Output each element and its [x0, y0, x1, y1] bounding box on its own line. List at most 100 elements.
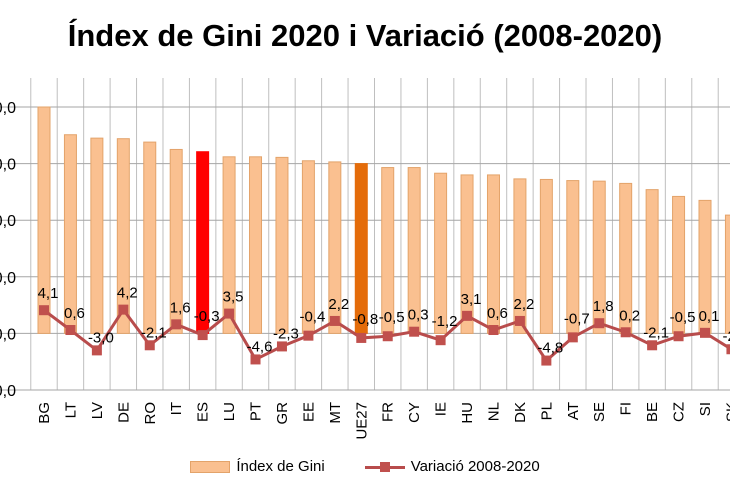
legend-swatch-bar — [190, 460, 231, 473]
marker-IT — [171, 319, 182, 330]
marker-MT — [329, 315, 340, 326]
data-label: 1,6 — [170, 299, 191, 316]
data-label: 0,2 — [619, 307, 640, 324]
marker-LT — [65, 325, 76, 336]
marker-BG — [39, 305, 49, 316]
x-tick-label: DE — [115, 402, 132, 423]
marker-CY — [409, 326, 420, 337]
bar-LU — [222, 156, 236, 334]
chart-title: Índex de Gini 2020 i Variació (2008-2020… — [67, 18, 663, 53]
data-label: 0,6 — [487, 305, 508, 322]
x-tick-label: UE27 — [353, 402, 370, 440]
marker-SE — [594, 318, 605, 329]
bar-MT — [328, 161, 342, 334]
y-tick-label: 40,0 — [0, 100, 16, 117]
data-label: 4,1 — [38, 285, 59, 302]
bar-BE — [645, 189, 659, 334]
data-label: -3,0 — [88, 329, 114, 346]
marker-SK — [726, 344, 730, 355]
data-label: 0,1 — [699, 308, 720, 325]
y-tick-label: 10,0 — [0, 270, 16, 287]
data-label: -2,8 — [723, 328, 730, 345]
bar-SE — [592, 180, 606, 334]
bar-ES — [196, 151, 210, 334]
x-tick-label: IE — [433, 402, 450, 416]
marker-RO — [144, 340, 155, 351]
x-tick-label: SK — [723, 402, 730, 422]
marker-LV — [91, 345, 102, 356]
marker-FI — [620, 327, 631, 338]
x-tick-label: FR — [380, 402, 397, 422]
x-tick-label: SE — [591, 402, 608, 422]
data-label: 1,8 — [593, 298, 614, 315]
marker-ES — [197, 330, 208, 341]
bar-LV — [90, 137, 104, 334]
x-tick-label: CY — [406, 402, 423, 423]
data-label: -2,3 — [273, 325, 299, 342]
bar-SK — [724, 214, 730, 334]
data-label: 2,2 — [513, 296, 534, 313]
data-label: -2,1 — [643, 324, 669, 341]
x-tick-label: BG — [36, 402, 53, 424]
marker-GR — [276, 341, 287, 352]
marker-PT — [250, 354, 261, 365]
bar-PT — [249, 156, 263, 334]
data-label: 2,2 — [328, 296, 349, 313]
legend-item-variacio: Variació 2008-2020 — [364, 458, 540, 475]
marker-PL — [541, 355, 552, 366]
x-tick-label: DK — [512, 402, 529, 423]
bar-PL — [539, 178, 553, 334]
data-label: -0,5 — [379, 309, 405, 326]
data-label: -0,3 — [194, 308, 220, 325]
data-label: -1,2 — [432, 313, 458, 330]
data-label: -2,1 — [141, 324, 167, 341]
marker-IE — [435, 335, 446, 346]
x-tick-label: HU — [459, 402, 476, 424]
legend-swatch-line — [364, 461, 405, 473]
x-tick-label: MT — [327, 402, 344, 424]
marker-BE — [647, 340, 658, 351]
x-tick-label: EE — [300, 402, 317, 422]
marker-HU — [462, 310, 473, 321]
bar-EE — [301, 160, 315, 334]
data-label: -0,8 — [352, 311, 378, 328]
bar-HU — [460, 174, 474, 334]
y-tick-label: 0,0 — [0, 326, 16, 343]
legend-label-gini: Índex de Gini — [236, 458, 325, 475]
bar-IE — [434, 172, 448, 334]
data-label: 4,2 — [117, 285, 138, 302]
data-label: 0,6 — [64, 305, 85, 322]
data-label: -0,5 — [670, 309, 696, 326]
marker-UE27 — [356, 332, 367, 343]
marker-LU — [224, 308, 235, 319]
x-tick-label: RO — [142, 402, 159, 425]
marker-SI — [700, 327, 710, 338]
x-tick-label: LU — [221, 402, 238, 421]
x-tick-label: SI — [697, 402, 714, 416]
marker-NL — [488, 325, 499, 336]
data-label: 3,5 — [223, 289, 244, 306]
legend-item-gini: Índex de Gini — [190, 458, 325, 475]
x-tick-label: CZ — [671, 402, 688, 422]
legend-label-variacio: Variació 2008-2020 — [410, 458, 540, 475]
marker-AT — [567, 332, 578, 343]
bar-BG — [37, 106, 51, 334]
x-tick-label: BE — [644, 402, 661, 422]
bar-GR — [275, 156, 289, 334]
x-tick-label: GR — [274, 402, 291, 425]
x-tick-label: PL — [538, 402, 555, 420]
x-tick-label: FI — [618, 402, 635, 415]
y-tick-label: 30,0 — [0, 157, 16, 174]
data-label: -0,4 — [299, 309, 325, 326]
marker-FR — [382, 331, 393, 342]
data-label: 0,3 — [408, 307, 429, 324]
x-tick-label: PT — [248, 402, 265, 421]
bar-IT — [169, 148, 183, 334]
data-label: -4,8 — [537, 340, 563, 357]
x-tick-label: AT — [565, 402, 582, 420]
x-tick-label: ES — [195, 402, 212, 422]
marker-DK — [514, 315, 525, 326]
bar-DK — [513, 178, 527, 334]
bar-RO — [143, 141, 157, 334]
